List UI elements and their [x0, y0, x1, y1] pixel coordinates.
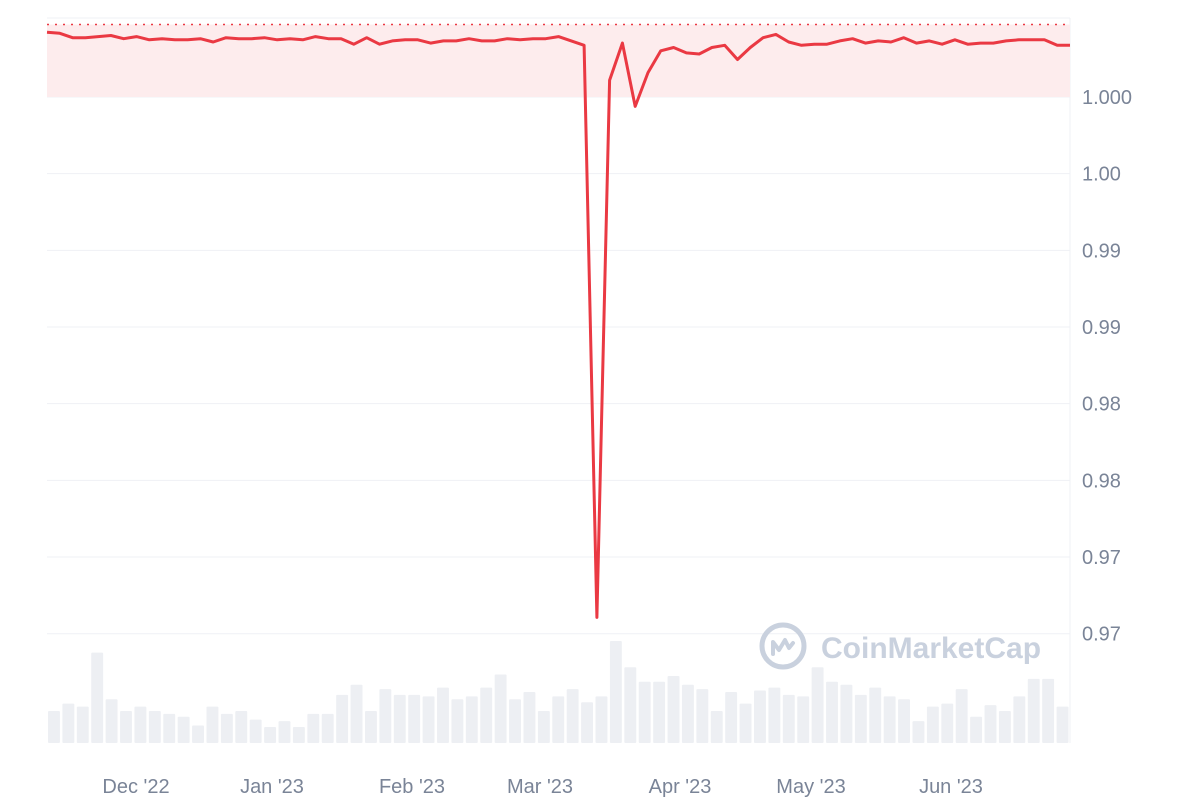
- volume-bar: [48, 710, 60, 743]
- volume-bar: [451, 699, 464, 743]
- x-tick-label: Feb '23: [379, 776, 445, 798]
- volume-bar: [998, 710, 1011, 743]
- volume-bar: [91, 652, 104, 743]
- volume-bar: [912, 721, 925, 743]
- y-tick-label: 1.000: [1082, 87, 1132, 109]
- volume-bar: [134, 706, 147, 743]
- volume-bar: [811, 667, 824, 743]
- volume-bar: [739, 703, 752, 743]
- volume-bar: [725, 692, 738, 743]
- x-tick-label: Mar '23: [507, 776, 573, 798]
- volume-bar: [249, 719, 262, 743]
- x-tick-label: Apr '23: [649, 776, 712, 798]
- y-tick-label: 1.00: [1082, 164, 1121, 186]
- volume-bar: [192, 725, 204, 743]
- volume-bar: [422, 696, 435, 743]
- volume-bar: [696, 689, 709, 743]
- volume-bar: [609, 641, 622, 743]
- volume-bar: [710, 710, 723, 743]
- volume-bar: [105, 699, 118, 743]
- volume-bar: [465, 696, 478, 743]
- volume-bar: [1056, 706, 1069, 743]
- grid-lines: [47, 17, 1071, 743]
- volume-bar: [235, 710, 248, 743]
- volume-bar: [62, 703, 75, 743]
- volume-bar: [869, 687, 882, 743]
- volume-bar: [292, 726, 305, 743]
- volume-bar: [1027, 678, 1040, 743]
- volume-bar: [336, 694, 349, 743]
- volume-bar: [797, 696, 810, 743]
- volume-bar: [537, 710, 550, 743]
- volume-bar: [566, 689, 579, 743]
- volume-bar: [941, 703, 954, 743]
- volume-bar: [638, 681, 651, 743]
- volume-bar: [681, 684, 694, 743]
- x-tick-label: Dec '22: [102, 776, 169, 798]
- x-tick-label: May '23: [776, 776, 845, 798]
- volume-bar: [206, 706, 219, 743]
- volume-bar: [1042, 678, 1055, 743]
- volume-bar: [264, 726, 277, 743]
- volume-bar: [509, 699, 521, 743]
- volume-bar: [782, 694, 795, 743]
- volume-bar: [278, 721, 291, 743]
- volume-bar: [984, 705, 997, 743]
- volume-bar: [177, 716, 190, 743]
- y-tick-label: 0.99: [1082, 240, 1121, 262]
- volume-bar: [220, 713, 233, 743]
- watermark-text: CoinMarketCap: [821, 632, 1041, 665]
- volume-bar: [898, 699, 911, 743]
- volume-bar: [494, 674, 507, 743]
- y-tick-label: 0.98: [1082, 470, 1121, 492]
- volume-bar: [854, 694, 867, 743]
- x-tick-label: Jan '23: [240, 776, 304, 798]
- volume-bars: [48, 641, 1069, 743]
- volume-bar: [970, 716, 983, 743]
- y-tick-label: 0.97: [1082, 547, 1121, 569]
- coinmarketcap-watermark: CoinMarketCap: [759, 622, 1041, 670]
- volume-bar: [754, 690, 766, 743]
- volume-bar: [826, 681, 838, 743]
- x-axis: Dec '22 Jan '23 Feb '23 Mar '23 Apr '23 May '…: [102, 776, 983, 798]
- volume-bar: [480, 687, 493, 743]
- volume-bar: [1013, 696, 1026, 743]
- y-tick-label: 0.99: [1082, 317, 1121, 339]
- volume-bar: [364, 710, 377, 743]
- volume-bar: [883, 696, 896, 743]
- volume-bar: [653, 681, 666, 743]
- volume-bar: [581, 702, 594, 743]
- coinmarketcap-logo-icon: [759, 622, 807, 670]
- volume-bar: [76, 706, 89, 743]
- volume-bar: [148, 710, 161, 743]
- volume-bar: [955, 689, 968, 743]
- volume-bar: [307, 713, 320, 743]
- y-tick-label: 0.97: [1082, 624, 1121, 646]
- volume-bar: [595, 696, 608, 743]
- volume-bar: [379, 689, 392, 743]
- volume-bar: [321, 713, 334, 743]
- volume-bar: [768, 687, 781, 743]
- volume-bar: [667, 675, 680, 743]
- volume-bar: [552, 696, 565, 743]
- volume-bar: [350, 684, 363, 743]
- x-tick-label: Jun '23: [919, 776, 983, 798]
- volume-bar: [437, 687, 449, 743]
- y-axis: 1.000 1.00 0.99 0.99 0.98 0.98 0.97 0.97: [1082, 87, 1132, 646]
- volume-bar: [523, 692, 536, 743]
- volume-bar: [163, 713, 176, 743]
- volume-bar: [624, 667, 637, 743]
- volume-bar: [840, 684, 853, 743]
- volume-bar: [393, 694, 406, 743]
- y-tick-label: 0.98: [1082, 394, 1121, 416]
- volume-bar: [926, 706, 939, 743]
- volume-bar: [408, 694, 421, 743]
- price-line: [46, 30, 1070, 619]
- volume-bar: [120, 710, 132, 743]
- price-line-layer: [46, 30, 1071, 619]
